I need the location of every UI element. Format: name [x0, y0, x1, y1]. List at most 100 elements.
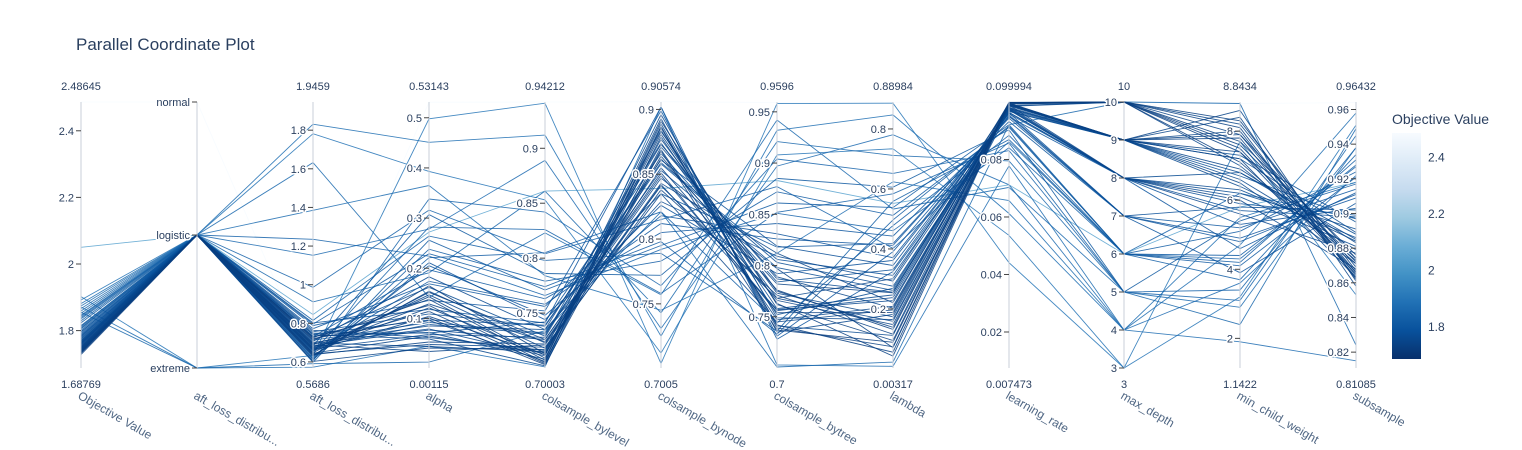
axis-title: min_child_weight: [1235, 388, 1322, 446]
axis[interactable]: 0.88984 0.00317 0.2 0.4 0.6 0.8 lambda: [869, 81, 929, 420]
colorbar-tick-label: 1.8: [1428, 320, 1445, 334]
colorbar: Objective Value 1.8 2 2.2 2.4: [1392, 111, 1489, 359]
axis-tick-label: 0.8: [291, 318, 306, 330]
axis-tick-label: 0.82: [1328, 347, 1349, 359]
axis-tick-label: 7: [1111, 211, 1117, 223]
axis-max-label: 1.9459: [296, 81, 330, 93]
axis-tick-label: 6: [1111, 249, 1117, 261]
trial-line: [80, 102, 1357, 356]
axis-tick-label: 0.04: [981, 269, 1002, 281]
axis-min-label: 0.7005: [644, 379, 678, 391]
trial-line: [80, 101, 1357, 369]
trial-line: [80, 139, 1357, 332]
axis-title: max_depth: [1119, 388, 1177, 430]
axis-tick-label: 5: [1111, 287, 1117, 299]
trial-line: [80, 101, 1357, 366]
axis-tick-label: 0.94: [1328, 139, 1349, 151]
axis-min-label: 1.1422: [1223, 379, 1257, 391]
axis-tick-label: extreme: [150, 363, 190, 375]
chart-title: Parallel Coordinate Plot: [76, 35, 255, 54]
axis-max-label: 0.88984: [873, 81, 913, 93]
axis-min-label: 0.007473: [986, 379, 1032, 391]
axis-tick-label: 6: [1227, 195, 1233, 207]
axis-tick-label: 0.9: [523, 143, 538, 155]
trial-line: [80, 112, 1357, 361]
axis-tick-label: 0.4: [871, 244, 886, 256]
axis-min-label: 0.00317: [873, 379, 913, 391]
axis[interactable]: 8.8434 1.1422 2 4 6 8 min_child_weight: [1223, 81, 1322, 447]
axis-title: colsample_bytree: [772, 388, 861, 447]
axis-tick-label: 0.95: [749, 107, 770, 119]
axis-tick-label: 0.9: [755, 158, 770, 170]
axis-tick-label: 0.4: [407, 163, 422, 175]
axis-tick-label: 0.84: [1328, 312, 1349, 324]
axis-min-label: 0.7: [769, 379, 784, 391]
colorbar-tick-label: 2.2: [1428, 207, 1445, 221]
axis-title: Objective Value: [76, 388, 155, 442]
axis-tick-label: 0.2: [407, 263, 422, 275]
axis-tick-label: 0.92: [1328, 174, 1349, 186]
axis-tick-label: 0.75: [633, 299, 654, 311]
trial-line: [80, 101, 1357, 359]
colorbar-gradient: [1392, 133, 1421, 359]
axis-title: learning_rate: [1004, 388, 1072, 435]
trial-lines: [80, 101, 1357, 370]
trial-line: [80, 180, 1357, 316]
axis-tick-label: 4: [1227, 264, 1233, 276]
axis-max-label: 0.96432: [1336, 81, 1376, 93]
axis-tick-label: 8: [1111, 173, 1117, 185]
trial-line: [80, 103, 1357, 356]
axis-tick-label: 0.5: [407, 113, 422, 125]
axis-min-label: 0.70003: [525, 379, 565, 391]
axis-tick-label: 1: [300, 280, 306, 292]
colorbar-title: Objective Value: [1392, 111, 1489, 127]
axis-tick-label: 0.06: [981, 212, 1002, 224]
axis-tick-label: 2: [68, 259, 74, 271]
axis-tick-label: 0.96: [1328, 104, 1349, 116]
trial-line: [80, 124, 1357, 363]
axis-max-label: 0.53143: [409, 81, 449, 93]
axis-tick-label: 8: [1227, 126, 1233, 138]
axis-max-label: 2.48645: [61, 81, 101, 93]
axis-tick-label: 0.6: [291, 357, 306, 369]
axis-tick-label: 3: [1111, 363, 1117, 375]
axis-tick-label: 0.1: [407, 313, 422, 325]
axis-tick-label: 0.9: [1334, 208, 1349, 220]
axis-tick-label: logistic: [156, 230, 190, 242]
axis-tick-label: 1.4: [291, 202, 306, 214]
trial-line: [80, 125, 1357, 335]
axis-tick-label: 1.2: [291, 241, 306, 253]
trial-line: [80, 105, 1357, 369]
axis-tick-label: 1.8: [59, 326, 74, 338]
trial-line: [80, 101, 1357, 361]
trial-line: [80, 101, 1357, 354]
axis[interactable]: 2.48645 1.68769 1.8 2 2.2 2.4 Objective Value: [57, 81, 155, 442]
axis-tick-label: 0.88: [1328, 243, 1349, 255]
trial-line: [80, 112, 1357, 331]
axis-title: alpha: [424, 388, 457, 415]
axis-tick-label: 0.8: [523, 253, 538, 265]
trial-line: [80, 101, 1357, 365]
axis-title: subsample: [1351, 388, 1409, 429]
axis-tick-label: normal: [156, 97, 190, 109]
axis-max-label: 0.099994: [986, 81, 1032, 93]
axis-max-label: 10: [1118, 81, 1130, 93]
trial-line: [80, 119, 1357, 312]
axis-tick-label: 0.8: [871, 124, 886, 136]
colorbar-tick-label: 2: [1428, 264, 1435, 278]
axis-title: aft_loss_distribu...: [308, 388, 399, 448]
axis-tick-label: 0.8: [755, 261, 770, 273]
axis-tick-label: 1.8: [291, 125, 306, 137]
axis-tick-label: 0.75: [749, 312, 770, 324]
trial-line: [80, 108, 1357, 343]
axis[interactable]: 0.9596 0.7 0.75 0.8 0.85 0.9 0.95 colsample_byt…: [747, 81, 861, 448]
axis-max-label: 0.9596: [760, 81, 794, 93]
trial-line: [80, 114, 1357, 338]
axis-min-label: 1.68769: [61, 379, 101, 391]
axis-tick-label: 2.2: [59, 192, 74, 204]
trial-line: [80, 116, 1357, 352]
axis-max-label: 8.8434: [1223, 81, 1257, 93]
axis[interactable]: 0.94212 0.70003 0.75 0.8 0.85 0.9 colsample_by…: [515, 81, 632, 450]
axis-tick-label: 2: [1227, 333, 1233, 345]
